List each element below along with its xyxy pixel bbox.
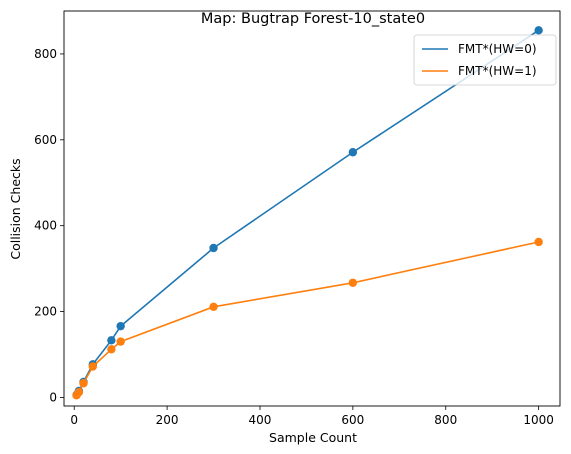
plot-frame — [63, 10, 561, 407]
x-tick-label: 200 — [156, 413, 179, 427]
series-line-1 — [75, 241, 539, 396]
series-point-0 — [116, 321, 125, 331]
series-point-1 — [74, 388, 84, 397]
series-layer — [72, 26, 543, 400]
series-point-0 — [209, 243, 218, 253]
series-point-1 — [348, 278, 358, 287]
legend: FMT*(HW=0) FMT*(HW=1) — [413, 34, 557, 86]
y-tick-label: 800 — [34, 47, 57, 61]
series-point-0 — [107, 336, 116, 345]
series-point-1 — [209, 302, 218, 312]
chart-title: Map: Bugtrap Forest-10_state0 — [201, 11, 425, 27]
y-tick-label: 200 — [34, 305, 57, 319]
x-tick-label: 0 — [70, 413, 78, 427]
legend-label-0: FMT*(HW=0) — [458, 42, 537, 56]
legend-label-1: FMT*(HW=1) — [458, 64, 537, 78]
y-axis-label: Collision Checks — [8, 158, 23, 259]
series-point-1 — [116, 337, 125, 346]
series-point-1 — [107, 345, 116, 354]
x-tick-label: 1000 — [523, 413, 554, 427]
plot-area — [63, 10, 561, 407]
x-axis-label: Sample Count — [269, 430, 357, 445]
y-tick-label: 0 — [49, 390, 57, 404]
y-tick-label: 400 — [34, 219, 57, 233]
legend-box — [413, 34, 557, 86]
series-point-1 — [88, 362, 97, 371]
x-axis-ticks: 0 200 400 600 800 1000 — [70, 406, 554, 427]
x-tick-label: 600 — [341, 413, 364, 427]
series-point-1 — [534, 237, 543, 247]
y-tick-label: 600 — [34, 133, 57, 147]
series-point-0 — [534, 26, 543, 35]
x-tick-label: 400 — [249, 413, 272, 427]
y-axis-ticks: 0 200 400 600 800 — [34, 47, 64, 404]
x-tick-label: 800 — [434, 413, 457, 427]
series-point-0 — [348, 148, 358, 157]
series-point-1 — [79, 379, 88, 388]
